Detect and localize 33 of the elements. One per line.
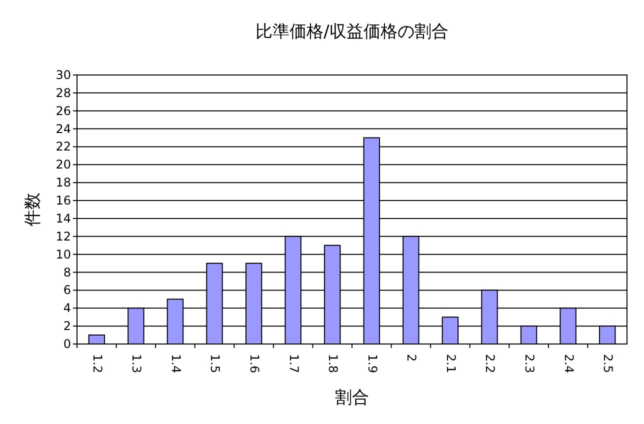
- x-tick-label: 1.6: [248, 354, 262, 374]
- y-tick-label: 28: [56, 86, 71, 100]
- y-tick-label: 6: [63, 283, 71, 298]
- y-tick-label: 10: [56, 247, 71, 262]
- y-tick-label: 22: [56, 140, 71, 154]
- x-tick-label: 2.5: [601, 354, 616, 374]
- x-tick-label: 1.7: [286, 354, 301, 374]
- y-tick-label: 24: [56, 122, 71, 136]
- y-tick-label: 26: [56, 104, 71, 118]
- x-tick-label: 1.8: [326, 354, 340, 374]
- x-tick-label: 1.3: [130, 354, 144, 374]
- y-tick-label: 2: [63, 319, 71, 334]
- y-tick-label: 12: [56, 229, 71, 244]
- x-tick-label: 2.4: [562, 354, 576, 374]
- x-tick-label: 2: [404, 354, 419, 362]
- y-tick-label: 8: [63, 265, 71, 280]
- y-tick-label: 4: [63, 301, 71, 316]
- x-tick-label: 1.9: [365, 354, 380, 374]
- x-tick-label: 2.1: [444, 354, 458, 374]
- x-tick-label: 1.5: [208, 354, 222, 374]
- y-tick-label: 16: [56, 194, 71, 208]
- x-tick-label: 2.3: [522, 354, 537, 374]
- y-tick-label: 18: [56, 176, 71, 190]
- x-tick-label: 1.4: [168, 354, 183, 374]
- x-tick-label: 1.2: [90, 354, 104, 374]
- chart-title: 比準価格/収益価格の割合: [256, 22, 448, 42]
- x-axis-title: 割合: [335, 388, 369, 408]
- x-tick-label: 2.2: [483, 354, 498, 374]
- y-axis-title: 件数: [23, 192, 43, 226]
- y-tick-label: 20: [56, 158, 71, 172]
- y-tick-label: 30: [56, 68, 71, 82]
- y-tick-label: 0: [63, 337, 71, 351]
- y-tick-label: 14: [56, 211, 71, 226]
